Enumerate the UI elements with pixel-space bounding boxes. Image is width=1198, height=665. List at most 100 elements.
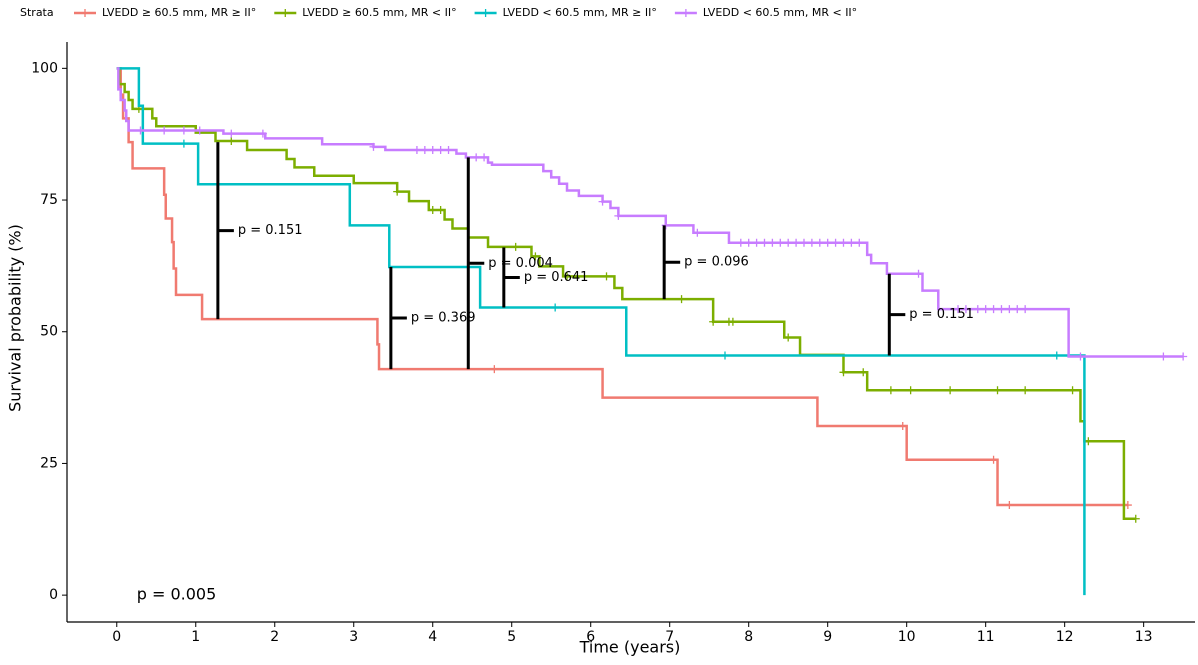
censor-mark — [227, 129, 236, 138]
censor-mark — [760, 238, 769, 247]
censor-mark — [721, 351, 729, 360]
censor-mark — [1159, 352, 1168, 361]
censor-mark — [784, 333, 793, 342]
censor-mark — [914, 269, 923, 278]
censor-mark — [784, 238, 793, 247]
legend-label: LVEDD < 60.5 mm, MR < II° — [703, 6, 857, 19]
censor-mark — [807, 238, 816, 247]
x-tick-label: 12 — [1056, 629, 1074, 645]
y-tick-label: 25 — [40, 455, 58, 471]
censor-mark — [989, 305, 998, 314]
censor-mark — [1021, 305, 1030, 314]
censor-mark — [768, 238, 777, 247]
survival-curve — [116, 67, 1128, 507]
censor-mark — [428, 145, 437, 154]
censor-mark — [906, 386, 915, 395]
x-tick-label: 10 — [898, 629, 916, 645]
censor-mark — [195, 126, 204, 135]
censor-mark — [898, 422, 907, 431]
censor-mark — [981, 305, 990, 314]
censor-mark — [1123, 501, 1132, 510]
censor-mark — [511, 242, 520, 251]
censor-mark — [961, 305, 970, 314]
censor-mark — [815, 238, 824, 247]
censor-mark — [1179, 352, 1188, 361]
x-tick-label: 2 — [270, 629, 279, 645]
censor-mark — [531, 252, 540, 261]
censor-mark — [179, 139, 188, 148]
censor-mark — [1052, 351, 1061, 360]
censor-mark — [179, 126, 188, 135]
censor-mark — [989, 455, 998, 464]
censor-mark — [831, 238, 840, 247]
x-tick-label: 5 — [507, 629, 516, 645]
censor-mark — [799, 238, 808, 247]
censor-mark — [1068, 386, 1077, 395]
censor-mark — [1021, 386, 1030, 395]
x-tick-label: 8 — [744, 629, 753, 645]
censor-mark — [946, 386, 955, 395]
censor-mark — [792, 238, 801, 247]
y-tick-label: 100 — [31, 60, 58, 76]
censor-mark — [614, 211, 623, 220]
x-tick-label: 9 — [823, 629, 832, 645]
censor-mark — [847, 238, 856, 247]
comparison-label: p = 0.096 — [684, 255, 749, 270]
overall-p-value: p = 0.005 — [137, 585, 217, 604]
censor-mark — [563, 272, 572, 281]
censor-mark — [436, 206, 445, 215]
survival-curve — [116, 67, 1136, 520]
censor-mark — [1131, 514, 1140, 523]
x-tick-label: 7 — [665, 629, 674, 645]
censor-mark — [160, 126, 169, 135]
censor-mark — [973, 305, 982, 314]
censor-mark — [839, 238, 848, 247]
censor-mark — [369, 142, 378, 151]
comparison-label: p = 0.151 — [238, 223, 303, 238]
survival-curve — [116, 67, 1184, 358]
legend-title: Strata — [20, 6, 54, 19]
censor-mark — [709, 317, 718, 326]
censor-mark — [444, 145, 453, 154]
y-tick-label: 0 — [49, 587, 58, 603]
censor-mark — [728, 317, 737, 326]
x-axis-label: Time (years) — [579, 638, 681, 657]
censor-mark — [428, 206, 437, 215]
legend-label: LVEDD < 60.5 mm, MR ≥ II° — [503, 6, 657, 19]
comparison-label: p = 0.004 — [488, 256, 553, 271]
censor-mark — [1076, 352, 1085, 361]
censor-mark — [136, 126, 145, 135]
x-tick-label: 13 — [1135, 629, 1153, 645]
censor-mark — [661, 221, 670, 230]
censor-mark — [472, 153, 481, 162]
x-tick-label: 0 — [112, 629, 121, 645]
censor-mark — [258, 129, 267, 138]
censor-mark — [1084, 437, 1093, 446]
censor-mark — [412, 145, 421, 154]
censor-mark — [997, 305, 1006, 314]
censor-mark — [602, 272, 611, 281]
censor-mark — [736, 238, 745, 247]
censor-mark — [420, 145, 429, 154]
censor-mark — [993, 386, 1002, 395]
x-tick-label: 1 — [191, 629, 200, 645]
legend-label: LVEDD ≥ 60.5 mm, MR < II° — [302, 6, 456, 19]
censor-mark — [855, 238, 864, 247]
censor-mark — [1005, 501, 1014, 510]
censor-mark — [752, 238, 761, 247]
censor-mark — [823, 238, 832, 247]
comparison-label: p = 0.151 — [909, 307, 974, 322]
censor-mark — [839, 368, 848, 377]
comparison-label: p = 0.641 — [524, 270, 589, 285]
censor-mark — [744, 238, 753, 247]
comparison-label: p = 0.369 — [411, 311, 476, 326]
censor-mark — [859, 368, 868, 377]
censor-mark — [954, 305, 963, 314]
censor-mark — [1013, 305, 1022, 314]
censor-mark — [886, 386, 895, 395]
y-tick-label: 75 — [40, 192, 58, 208]
x-tick-label: 11 — [977, 629, 995, 645]
censor-mark — [677, 295, 686, 304]
legend-label: LVEDD ≥ 60.5 mm, MR ≥ II° — [102, 6, 256, 19]
